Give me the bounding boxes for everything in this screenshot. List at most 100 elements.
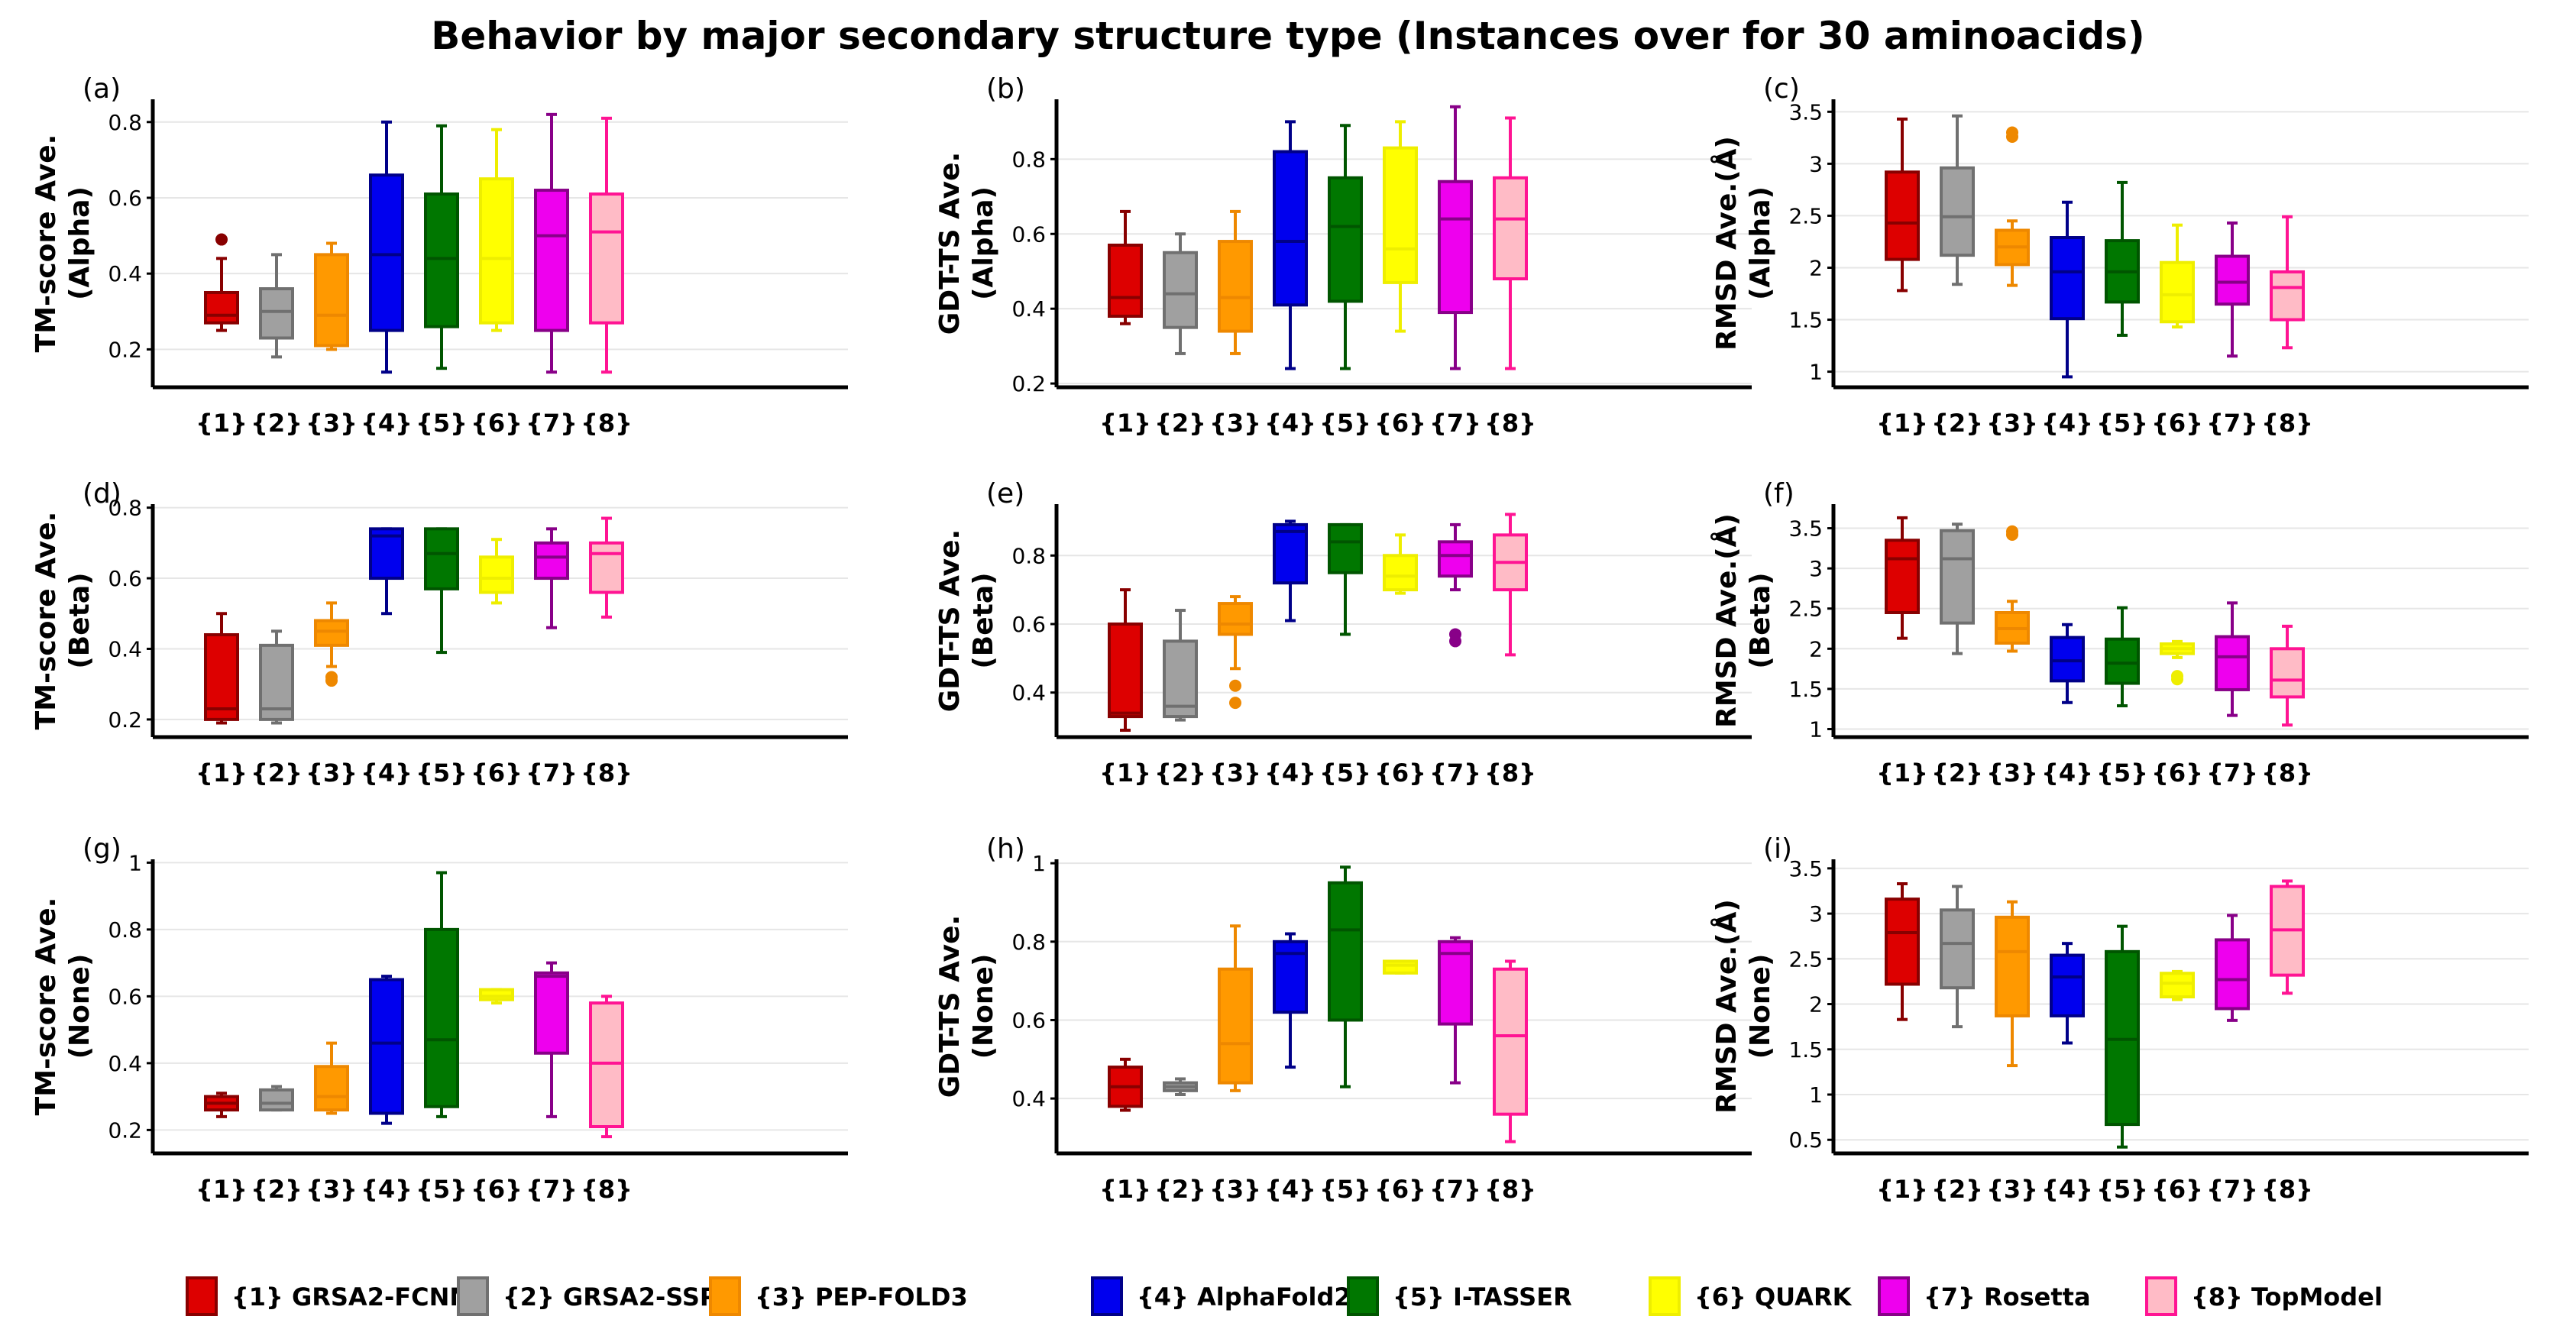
box-iqr <box>1328 881 1363 1022</box>
box-iqr <box>1383 959 1418 975</box>
y-tick-label: 0.6 <box>108 186 142 211</box>
box-4 <box>369 975 404 1125</box>
box-iqr <box>534 189 569 332</box>
box-iqr <box>1273 150 1308 307</box>
panel-e: 0.4 0.6 0.8 (e) GDT-TS Ave. (Beta) {1} {2} {3} {4… <box>934 478 1752 788</box>
box-3 <box>1995 525 2030 653</box>
category-label: {2} <box>251 758 303 788</box>
y-axis-label: (Beta) <box>1745 572 1776 668</box>
y-tick-label: 2 <box>1809 255 1823 280</box>
category-label: {3} <box>306 409 358 438</box>
legend-swatch <box>1091 1276 1123 1316</box>
category-label: {3} <box>1986 1175 2038 1204</box>
box-7 <box>2215 221 2250 358</box>
box-1 <box>204 612 239 725</box>
box-8 <box>589 516 624 619</box>
box-3 <box>314 1041 349 1115</box>
category-label: {6} <box>1374 1175 1426 1204</box>
category-label: {3} <box>1986 409 2038 438</box>
box-2 <box>259 1085 294 1112</box>
box-4 <box>369 120 404 374</box>
category-label: {7} <box>2206 409 2258 438</box>
box-iqr <box>1163 251 1198 329</box>
y-tick-label: 1.5 <box>1788 677 1823 702</box>
panel-label: (i) <box>1763 833 1792 865</box>
box-1 <box>1108 1057 1143 1112</box>
y-tick-label: 3.5 <box>1788 516 1823 542</box>
box-iqr <box>424 527 459 590</box>
category-label: {7} <box>526 409 578 438</box>
y-tick-label: 0.8 <box>1011 147 1046 172</box>
category-label: {6} <box>2151 1175 2203 1204</box>
y-tick-label: 0.4 <box>108 1051 142 1076</box>
legend-item: {6} QUARK <box>1649 1276 1853 1316</box>
box-iqr <box>2050 636 2085 683</box>
box-4 <box>1273 932 1308 1069</box>
y-tick-label: 2.5 <box>1788 203 1823 228</box>
category-label: {8} <box>2261 758 2313 788</box>
category-label: {6} <box>471 1175 523 1204</box>
y-tick-label: 0.6 <box>1011 1007 1046 1033</box>
panel-label: (c) <box>1763 73 1800 105</box>
box-6 <box>1383 959 1418 975</box>
box-iqr <box>259 643 294 721</box>
box-iqr <box>1163 639 1198 719</box>
category-label: {8} <box>581 1175 633 1204</box>
box-7 <box>1438 936 1473 1085</box>
outlier-point <box>2006 525 2018 538</box>
box-7 <box>534 527 569 629</box>
box-1 <box>204 233 239 332</box>
box-iqr <box>1383 554 1418 592</box>
legend-label: {4} AlphaFold2 <box>1137 1282 1351 1312</box>
category-label: {6} <box>2151 758 2203 788</box>
y-tick-label: 1 <box>1809 1082 1823 1108</box>
panel-label: (d) <box>83 478 121 509</box>
category-label: {1} <box>1876 1175 1928 1204</box>
y-tick-label: 0.4 <box>1011 296 1046 322</box>
box-iqr <box>1493 176 1528 281</box>
box-iqr <box>2215 938 2250 1011</box>
y-tick-label: 1.5 <box>1788 308 1823 333</box>
y-tick-label: 0.6 <box>108 984 142 1009</box>
category-label: {6} <box>471 758 523 788</box>
y-axis-label: (None) <box>968 954 999 1059</box>
box-6 <box>2160 223 2195 329</box>
y-tick-label: 0.6 <box>1011 222 1046 247</box>
y-tick-label: 0.5 <box>1788 1127 1823 1153</box>
box-iqr <box>2160 972 2195 999</box>
box-8 <box>2270 624 2305 727</box>
box-iqr <box>1328 176 1363 303</box>
box-iqr <box>589 1001 624 1128</box>
box-4 <box>369 527 404 616</box>
box-8 <box>2270 879 2305 995</box>
box-4 <box>2050 623 2085 704</box>
box-3 <box>1218 595 1253 710</box>
outlier-point <box>2171 670 2183 683</box>
panel-g: 0.2 0.4 0.6 0.8 1 (g) TM-score Ave. (None) {1} {2… <box>31 833 848 1204</box>
category-label: {6} <box>471 409 523 438</box>
box-iqr <box>1218 602 1253 636</box>
category-label: {1} <box>1099 409 1151 438</box>
panel-label: (g) <box>83 833 121 865</box>
box-iqr <box>1438 180 1473 315</box>
y-tick-label: 0.8 <box>108 496 142 521</box>
box-7 <box>1438 105 1473 370</box>
box-5 <box>424 527 459 655</box>
box-iqr <box>1383 146 1418 284</box>
y-tick-label: 1 <box>128 850 142 875</box>
panel-f: 11.522.533.5(f)RMSD Ave.(Å) (Beta){1} {2}{… <box>1710 478 2529 788</box>
box-2 <box>1940 522 1975 655</box>
legend-label: {1} GRSA2-FCNN <box>231 1282 470 1312</box>
category-label: {1} <box>196 1175 248 1204</box>
box-iqr <box>479 555 514 594</box>
box-1 <box>1885 881 1920 1021</box>
y-tick-label: 3.5 <box>1788 99 1823 125</box>
y-tick-label: 0.4 <box>1011 1086 1046 1111</box>
category-label: {8} <box>2261 409 2313 438</box>
box-6 <box>479 988 514 1005</box>
box-iqr <box>1218 240 1253 333</box>
box-iqr <box>2215 635 2250 691</box>
legend-label: {7} Rosetta <box>1924 1282 2091 1312</box>
outlier-point <box>325 671 338 684</box>
